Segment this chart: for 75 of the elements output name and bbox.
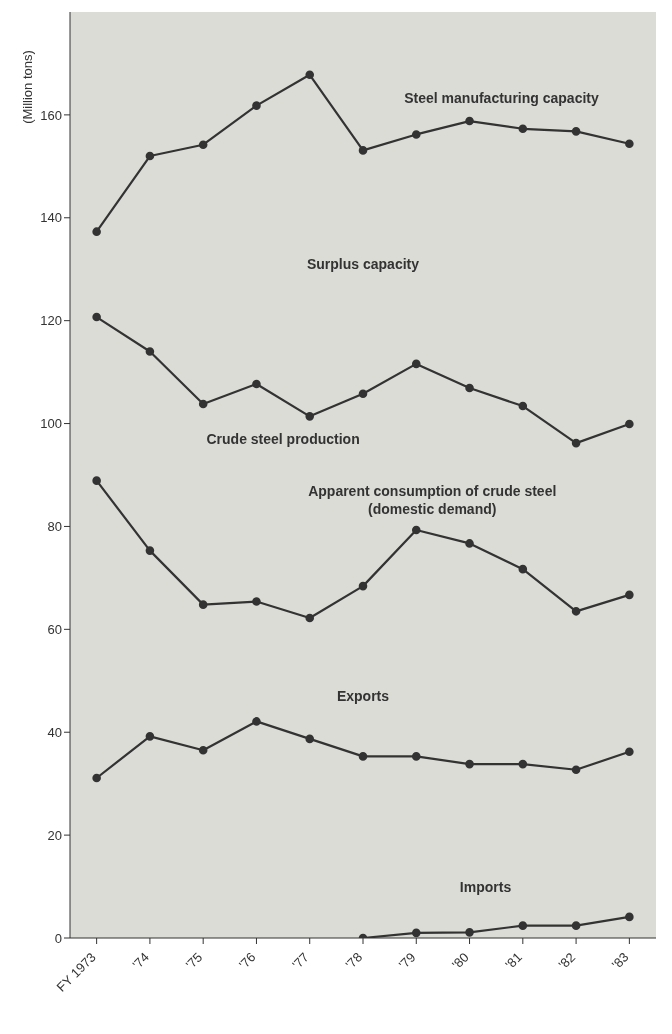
x-tick-label: '83 bbox=[608, 949, 632, 973]
y-tick-label: 140 bbox=[40, 210, 62, 226]
point bbox=[252, 101, 261, 110]
x-tick-label: '77 bbox=[289, 949, 312, 973]
x-tick-label: '76 bbox=[235, 949, 259, 973]
point bbox=[465, 539, 474, 548]
point bbox=[411, 525, 421, 535]
x-tick-label: '79 bbox=[395, 949, 419, 973]
point bbox=[625, 912, 634, 922]
point bbox=[518, 401, 528, 411]
y-tick-label: 40 bbox=[47, 724, 62, 740]
point bbox=[145, 151, 155, 161]
point bbox=[625, 590, 634, 600]
point bbox=[305, 734, 315, 744]
point bbox=[305, 412, 315, 421]
y-tick-label: 160 bbox=[40, 107, 62, 123]
point bbox=[571, 921, 581, 930]
point bbox=[198, 140, 208, 150]
point bbox=[625, 747, 634, 757]
point bbox=[465, 759, 474, 769]
point bbox=[411, 359, 421, 369]
point bbox=[465, 383, 474, 393]
point bbox=[571, 765, 581, 775]
y-tick-label: 60 bbox=[47, 621, 62, 637]
point bbox=[358, 581, 368, 591]
x-tick-label: '80 bbox=[449, 949, 472, 973]
point bbox=[411, 752, 421, 761]
point bbox=[198, 745, 208, 755]
point bbox=[305, 70, 315, 80]
point bbox=[625, 419, 634, 429]
x-tick-label: '74 bbox=[129, 949, 153, 973]
point bbox=[145, 546, 155, 555]
point bbox=[252, 597, 261, 606]
point bbox=[358, 389, 368, 399]
point bbox=[92, 227, 101, 236]
point bbox=[465, 928, 474, 937]
point bbox=[571, 607, 581, 616]
point bbox=[625, 139, 634, 148]
point bbox=[198, 600, 208, 609]
point bbox=[92, 312, 101, 322]
point bbox=[518, 759, 528, 769]
text: Exports bbox=[336, 688, 390, 705]
point bbox=[305, 613, 315, 623]
point bbox=[518, 124, 528, 134]
point bbox=[92, 476, 101, 485]
point bbox=[92, 773, 101, 783]
point bbox=[518, 921, 528, 930]
annotation: Surplus capacity bbox=[306, 256, 420, 273]
series-label: Crude steel production bbox=[206, 431, 360, 448]
point bbox=[411, 928, 421, 938]
x-tick-label: '75 bbox=[182, 949, 206, 973]
y-tick-label: 100 bbox=[40, 416, 62, 432]
point bbox=[358, 752, 368, 761]
x-tick-label: '82 bbox=[555, 949, 579, 973]
point bbox=[252, 717, 261, 726]
y-tick-label: 120 bbox=[40, 313, 62, 329]
point bbox=[358, 146, 368, 155]
point bbox=[465, 116, 474, 126]
point bbox=[571, 127, 581, 136]
y-tick-label: 20 bbox=[47, 827, 62, 843]
point bbox=[252, 379, 261, 389]
x-tick-label: '78 bbox=[342, 949, 366, 973]
point bbox=[145, 347, 155, 356]
text: Imports bbox=[459, 878, 512, 895]
point bbox=[198, 399, 208, 409]
x-tick-label: '81 bbox=[502, 949, 525, 973]
text: Apparent consumption of crude steel (domestic demand) bbox=[308, 482, 557, 517]
series-label: Steel manufacturing capacity bbox=[404, 90, 599, 107]
y-axis-title: (Million tons) bbox=[20, 50, 36, 124]
point bbox=[411, 130, 421, 139]
y-tick-label: 80 bbox=[47, 519, 62, 535]
point bbox=[518, 564, 528, 574]
point bbox=[571, 438, 581, 448]
point bbox=[145, 732, 155, 741]
y-tick-label: 0 bbox=[54, 930, 62, 946]
